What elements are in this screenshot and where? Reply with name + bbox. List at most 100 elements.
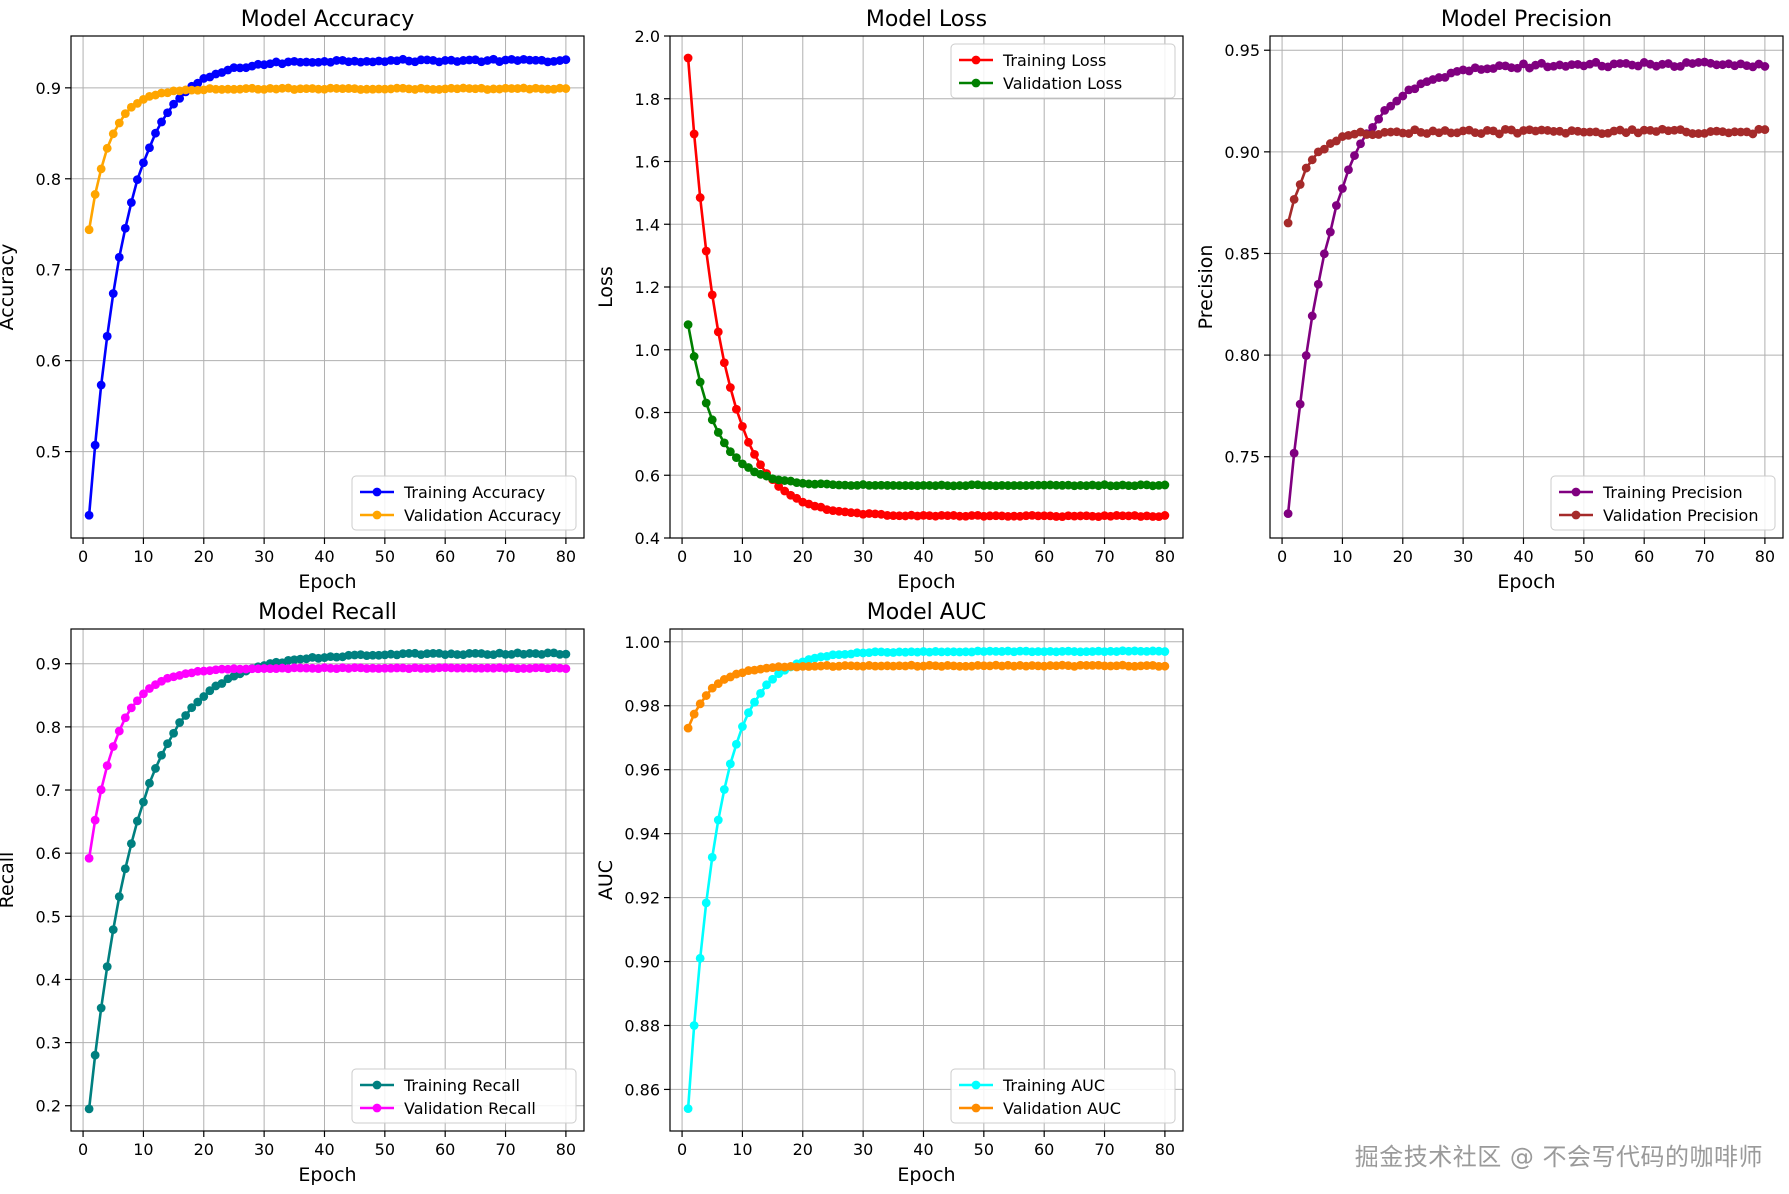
data-point: [1410, 84, 1420, 94]
data-point: [90, 440, 100, 450]
data-point: [707, 683, 717, 693]
data-point: [108, 742, 118, 751]
x-tick-label: 80: [556, 547, 576, 566]
data-point: [90, 815, 100, 825]
data-point: [175, 93, 185, 103]
data-point: [163, 739, 172, 749]
data-point: [422, 663, 432, 673]
x-tick-label: 70: [1094, 1140, 1114, 1159]
data-point: [139, 797, 148, 807]
x-axis-label: Epoch: [897, 1164, 955, 1186]
data-point: [695, 377, 705, 387]
data-point: [120, 713, 130, 723]
data-point: [701, 398, 711, 408]
y-tick-label: 0.88: [624, 1016, 660, 1035]
data-point: [1513, 63, 1522, 73]
x-tick-label: 40: [913, 1140, 933, 1159]
data-point: [108, 925, 118, 935]
data-point: [120, 223, 130, 233]
data-point: [169, 99, 179, 109]
x-tick-label: 20: [194, 1140, 214, 1159]
y-tick-label: 0.90: [1224, 143, 1260, 162]
x-tick-label: 0: [677, 1140, 687, 1159]
x-tick-label: 10: [732, 1140, 752, 1159]
axes-frame: [669, 628, 1184, 1132]
legend-swatch-marker: [372, 1103, 382, 1113]
data-point: [561, 664, 571, 674]
legend-label: Validation Accuracy: [404, 506, 561, 525]
data-point: [725, 447, 735, 457]
axes-frame: [70, 35, 585, 539]
data-point: [157, 117, 166, 127]
data-point: [701, 898, 711, 908]
data-point: [1356, 139, 1365, 149]
data-point: [1283, 509, 1293, 519]
data-point: [126, 198, 136, 207]
data-point: [151, 764, 160, 773]
x-tick-label: 0: [1277, 547, 1287, 566]
data-point: [139, 158, 148, 168]
x-tick-label: 50: [974, 547, 994, 566]
y-axis-label: Precision: [1195, 245, 1217, 330]
legend-swatch-marker: [1571, 510, 1581, 520]
data-point: [90, 190, 100, 199]
y-tick-label: 0.90: [624, 953, 660, 972]
data-point: [314, 84, 323, 94]
data-point: [1283, 218, 1293, 228]
data-point: [719, 438, 729, 448]
data-point: [713, 815, 723, 825]
data-point: [1301, 351, 1311, 360]
y-tick-label: 1.2: [635, 278, 660, 297]
chart-title: Model AUC: [867, 600, 987, 625]
data-point: [1386, 101, 1396, 111]
y-tick-label: 0.86: [624, 1080, 660, 1099]
data-point: [132, 175, 142, 185]
data-point: [695, 699, 705, 709]
data-point: [1313, 279, 1323, 289]
data-point: [114, 252, 124, 262]
series-line: [87, 666, 566, 859]
data-point: [1374, 114, 1384, 124]
data-point: [1319, 144, 1329, 154]
data-point: [1748, 129, 1758, 139]
x-tick-label: 20: [793, 547, 813, 566]
x-tick-label: 70: [1094, 547, 1114, 566]
x-tick-label: 10: [1332, 547, 1352, 566]
axes-frame: [70, 628, 585, 1132]
y-tick-label: 0.7: [36, 261, 61, 280]
y-tick-label: 0.75: [1224, 448, 1260, 467]
data-point: [247, 664, 257, 674]
x-tick-label: 60: [1034, 1140, 1054, 1159]
chart-precision: 0 10 20 30 40 50 60 70 80 0.75 0.80 0.85 0.90 0.95 Mod…: [1195, 7, 1784, 593]
data-point: [332, 56, 341, 65]
data-point: [689, 352, 699, 361]
y-tick-label: 0.4: [36, 970, 61, 989]
x-tick-label: 0: [78, 547, 88, 566]
y-tick-label: 1.6: [635, 153, 660, 172]
x-tick-label: 40: [314, 1140, 334, 1159]
x-tick-label: 80: [556, 1140, 576, 1159]
data-point: [701, 691, 711, 700]
chart-recall: 0 10 20 30 40 50 60 70 80 0.2 0.3 0.4 0.5 0.6 0.7 0.8 0.…: [0, 600, 585, 1186]
legend: Training Recall Validation Recall: [351, 1068, 577, 1124]
y-tick-label: 0.8: [36, 718, 61, 737]
data-point: [731, 739, 741, 749]
x-tick-label: 30: [254, 547, 274, 566]
legend-box: [950, 1068, 1176, 1124]
data-point: [707, 415, 717, 425]
data-point: [175, 718, 185, 727]
legend-label: Validation Precision: [1603, 506, 1758, 525]
data-point: [762, 680, 771, 690]
y-tick-label: 0.6: [635, 466, 660, 485]
x-tick-label: 30: [1453, 547, 1473, 566]
data-point: [205, 686, 215, 696]
data-point: [96, 1003, 106, 1013]
data-point: [132, 696, 142, 706]
data-point: [181, 711, 191, 720]
series-line: [87, 57, 567, 516]
data-point: [1688, 129, 1697, 138]
data-point: [1331, 136, 1341, 146]
data-point: [96, 380, 106, 390]
data-point: [139, 689, 148, 699]
data-point: [157, 750, 166, 760]
